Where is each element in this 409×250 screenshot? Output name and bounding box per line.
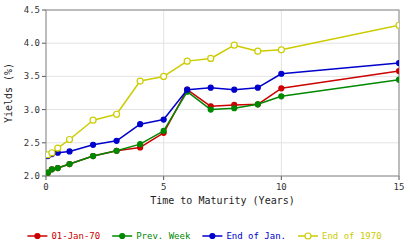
grid: [46, 10, 399, 176]
series: [46, 69, 399, 176]
legend-marker: [305, 233, 311, 239]
point: [232, 87, 237, 92]
point: [49, 167, 54, 172]
data-layer: [46, 22, 399, 175]
point: [67, 136, 73, 142]
tick-label: 4.5: [24, 5, 40, 15]
grid-line: [163, 10, 164, 176]
point: [396, 22, 399, 28]
grid-line: [46, 76, 399, 77]
point: [397, 61, 400, 66]
tick-label: 3.0: [24, 105, 40, 115]
point: [161, 117, 166, 122]
point: [55, 145, 61, 151]
point: [114, 111, 120, 117]
tick-mark: [42, 142, 46, 143]
plot-area: [46, 10, 399, 176]
tick-label: 2.5: [24, 138, 40, 148]
series: [46, 61, 399, 159]
tick-label: 3.5: [24, 71, 40, 81]
legend-marker: [120, 234, 125, 239]
point: [138, 142, 143, 147]
point: [185, 87, 190, 92]
legend-marker: [210, 234, 215, 239]
series-line: [48, 80, 399, 173]
tick-mark: [42, 43, 46, 44]
point: [91, 154, 96, 159]
axes: 0 5 10 15 2.0 2.5 3.0 3.5 4.0 4.5: [24, 5, 405, 192]
point: [49, 150, 55, 156]
point: [279, 86, 284, 91]
legend-item: Prev. Week: [112, 231, 191, 241]
legend-item: End of 1970: [298, 231, 382, 241]
point: [67, 149, 72, 154]
grid-line: [281, 10, 282, 176]
legend-label: Prev. Week: [136, 231, 191, 241]
series-line: [48, 25, 399, 154]
chart: 0 5 10 15 2.0 2.5 3.0 3.5 4.0 4.5 Time to Maturity…: [0, 0, 409, 250]
point: [208, 85, 213, 90]
point: [278, 47, 284, 53]
point: [231, 42, 237, 48]
tick-mark: [163, 176, 164, 180]
x-axis-label: Time to Maturity (Years): [150, 195, 295, 206]
point: [67, 162, 72, 167]
point: [137, 78, 143, 84]
point: [114, 148, 119, 153]
point: [184, 58, 190, 64]
legend-label: End of Jan.: [226, 231, 286, 241]
point: [255, 48, 261, 54]
point: [55, 166, 60, 171]
point: [49, 167, 54, 172]
point: [255, 102, 260, 107]
tick-label: 15: [394, 182, 405, 192]
legend-label: 01-Jan-70: [51, 231, 100, 241]
y-axis-label: Yields (%): [3, 63, 14, 123]
point: [185, 87, 190, 92]
point: [208, 107, 213, 112]
tick-mark: [42, 176, 46, 177]
grid-line: [46, 43, 399, 44]
point: [232, 106, 237, 111]
tick-mark: [399, 176, 400, 180]
tick-label: 10: [276, 182, 287, 192]
tick-mark: [46, 176, 47, 180]
tick-mark: [42, 109, 46, 110]
point: [255, 102, 260, 107]
point: [279, 94, 284, 99]
point: [138, 122, 143, 127]
legend-item: 01-Jan-70: [27, 231, 100, 241]
point: [91, 142, 96, 147]
plot-frame: [46, 10, 399, 176]
tick-label: 5: [161, 182, 166, 192]
point: [55, 166, 60, 171]
tick-label: 2.0: [24, 171, 40, 181]
tick-label: 0: [43, 182, 48, 192]
point: [208, 55, 214, 61]
point: [279, 71, 284, 76]
point: [161, 128, 166, 133]
point: [161, 73, 167, 79]
point: [397, 77, 400, 82]
series-line: [48, 71, 399, 173]
point: [91, 154, 96, 159]
point: [114, 138, 119, 143]
series: [46, 22, 399, 157]
tick-mark: [42, 10, 46, 11]
point: [90, 117, 96, 123]
point: [397, 69, 400, 74]
legend: 01-Jan-70 Prev. Week End of Jan. End of 197…: [27, 231, 381, 241]
series-line: [48, 63, 399, 156]
tick-label: 4.0: [24, 38, 40, 48]
tick-mark: [281, 176, 282, 180]
point: [114, 148, 119, 153]
tick-mark: [42, 76, 46, 77]
point: [67, 162, 72, 167]
legend-item: End of Jan.: [202, 231, 286, 241]
legend-label: End of 1970: [322, 231, 382, 241]
point: [255, 85, 260, 90]
series: [46, 77, 399, 175]
legend-marker: [35, 234, 40, 239]
